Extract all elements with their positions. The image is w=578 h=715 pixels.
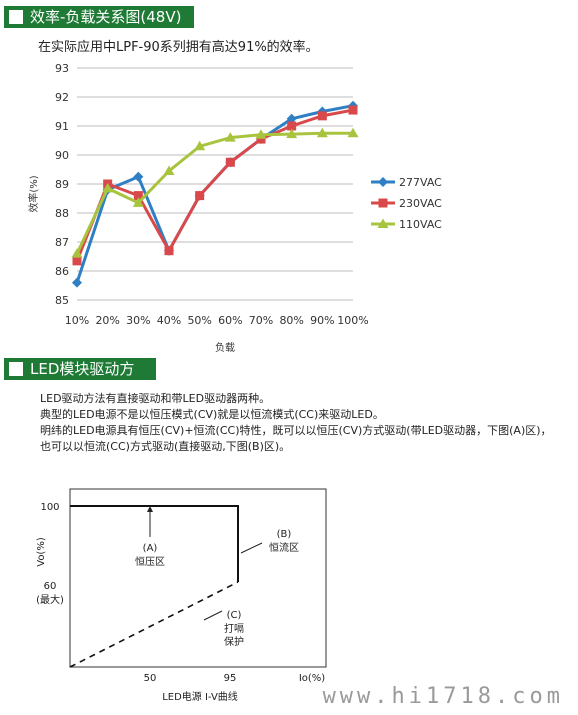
- paragraph-line: LED驱动方法有直接驱动和带LED驱动器两种。: [40, 392, 271, 405]
- data-point: [102, 182, 114, 193]
- annotation-c-label: (C): [227, 610, 242, 621]
- iv-ytick-100: 100: [40, 502, 59, 513]
- data-point: [347, 127, 359, 138]
- paragraph-line: 明纬的LED电源具有恒压(CV)+恒流(CC)特性，既可以以恒压(CV)方式驱动…: [40, 424, 552, 437]
- header-square-icon: [9, 10, 23, 24]
- data-point: [163, 165, 175, 175]
- chart-ylabel: 效率(%): [27, 175, 40, 212]
- header-square-icon: [9, 362, 23, 376]
- intro-text: 在实际应用中LPF-90系列拥有高达91%的效率。: [38, 40, 319, 55]
- legend-label: 110VAC: [399, 218, 442, 231]
- y-tick-label: 89: [55, 178, 69, 191]
- x-tick-label: 40%: [157, 314, 181, 327]
- section-title: LED模块驱动方式: [30, 360, 135, 400]
- iv-title: LED电源 I-V曲线: [162, 690, 238, 703]
- iv-curve-chart: 100 60 (最大) Vo(%) 50 95 Io(%) LED电源 I-V曲…: [36, 488, 327, 703]
- data-point: [256, 134, 266, 144]
- x-tick-label: 100%: [337, 314, 368, 327]
- data-point: [164, 246, 174, 256]
- data-point: [224, 132, 236, 142]
- iv-xlabel: Io(%): [299, 673, 325, 684]
- efficiency-chart: 效率(%) 负载 85 86 87 88 89 90 91 92 93 10% 20% 30% 40% 5…: [27, 62, 442, 354]
- annotation-b-sub: 恒流区: [269, 541, 299, 554]
- data-point: [133, 171, 144, 182]
- iv-ytick-max: (最大): [36, 593, 64, 606]
- data-point: [133, 191, 143, 201]
- annotation-c-leader: [203, 610, 223, 621]
- data-point: [72, 277, 82, 288]
- y-tick-label: 87: [55, 236, 69, 249]
- iv-ylabel: Vo(%): [36, 537, 47, 567]
- x-tick-label: 80%: [279, 314, 303, 327]
- paragraph-line: 也可以以恒流(CC)方式驱动(直接驱动,下图(B)区)。: [40, 440, 291, 453]
- x-tick-label: 50%: [187, 314, 211, 327]
- chart-xlabel: 负载: [215, 341, 235, 354]
- y-tick-label: 93: [55, 62, 69, 75]
- data-point: [317, 111, 327, 121]
- legend-marker: [377, 218, 389, 228]
- paragraph-line: 典型的LED电源不是以恒压模式(CV)就是以恒流模式(CC)来驱动LED。: [40, 408, 384, 421]
- section-header-led-drive: LED模块驱动方式: [4, 358, 156, 400]
- legend-label: 230VAC: [399, 197, 442, 210]
- data-point: [286, 113, 297, 124]
- annotation-a-sub: 恒压区: [135, 555, 165, 568]
- series-line-230VAC: [75, 108, 354, 262]
- annotation-c-sub2: 保护: [224, 635, 244, 648]
- legend-label: 277VAC: [399, 176, 442, 189]
- iv-ytick-60: 60: [44, 581, 57, 592]
- x-tick-label: 60%: [218, 314, 242, 327]
- data-point: [348, 105, 358, 115]
- section-header-efficiency: 效率-负载关系图(48V): [4, 6, 194, 28]
- data-point: [71, 248, 83, 258]
- y-tick-label: 85: [55, 294, 69, 307]
- iv-solid-curve: [70, 505, 239, 582]
- iv-dashed-curve: [69, 581, 239, 668]
- data-point: [194, 140, 206, 151]
- section-title: 效率-负载关系图(48V): [30, 8, 182, 26]
- data-point: [286, 128, 298, 139]
- site-watermark: www.hi1718.com: [322, 684, 564, 709]
- annotation-b-label: (B): [277, 529, 292, 540]
- y-tick-label: 86: [55, 265, 69, 278]
- iv-xtick-50: 50: [144, 673, 157, 684]
- legend-marker: [378, 198, 388, 208]
- data-point: [255, 129, 267, 139]
- data-point: [72, 256, 82, 266]
- series-line-110VAC: [75, 131, 353, 255]
- x-tick-label: 90%: [310, 314, 334, 327]
- data-point: [195, 191, 205, 201]
- x-tick-label: 30%: [126, 314, 150, 327]
- x-tick-label: 70%: [249, 314, 273, 327]
- legend-marker: [378, 177, 388, 187]
- y-tick-label: 88: [55, 207, 69, 220]
- iv-plot-frame: [69, 488, 327, 668]
- data-point: [132, 197, 144, 207]
- x-tick-label: 10%: [65, 314, 89, 327]
- data-point: [316, 127, 328, 138]
- y-tick-label: 92: [55, 91, 69, 104]
- x-tick-label: 20%: [95, 314, 119, 327]
- data-point: [287, 121, 297, 131]
- iv-xtick-95: 95: [224, 673, 237, 684]
- y-tick-label: 91: [55, 120, 69, 133]
- annotation-a-label: (A): [143, 543, 158, 554]
- annotation-b-leader: [240, 542, 263, 554]
- data-point: [225, 157, 235, 167]
- description-paragraph: LED驱动方法有直接驱动和带LED驱动器两种。 典型的LED电源不是以恒压模式(…: [40, 391, 552, 455]
- annotation-c-sub: 打嗝: [224, 622, 244, 635]
- y-tick-label: 90: [55, 149, 69, 162]
